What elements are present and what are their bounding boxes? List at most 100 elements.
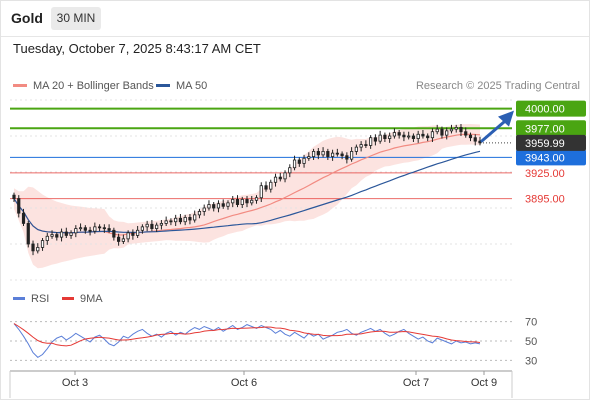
last-price-badge	[516, 134, 586, 151]
candle	[416, 130, 420, 143]
candle-body-down	[335, 152, 339, 155]
candle-body-down	[459, 127, 463, 133]
candle-body-up	[283, 172, 287, 180]
candle	[407, 131, 411, 140]
candle	[278, 172, 282, 182]
chart-header: Gold 30 MIN	[0, 0, 590, 37]
candle-body-down	[426, 135, 430, 139]
candle	[36, 243, 40, 254]
candle-body-up	[59, 231, 64, 238]
candle-body-up	[369, 137, 373, 146]
candle-body-up	[454, 127, 458, 130]
level-label-3943-00: 3943.00	[525, 152, 565, 164]
candle-body-down	[235, 199, 240, 205]
candle	[17, 195, 21, 218]
candle-body-up	[321, 151, 325, 156]
candle	[69, 230, 73, 239]
x-axis-tick-label: Oct 6	[231, 377, 257, 389]
candle	[235, 195, 240, 208]
candle-body-up	[354, 146, 358, 152]
x-axis-tick-label: Oct 3	[62, 377, 88, 389]
legend-item-rsi: RSI	[13, 293, 49, 305]
candle	[440, 126, 444, 139]
rsi-tick-label: 70	[525, 317, 537, 329]
ma50-line	[13, 150, 481, 234]
candle	[169, 218, 173, 226]
candle	[340, 151, 344, 160]
candle-body-down	[245, 199, 249, 204]
candle	[307, 152, 311, 161]
candle-body-up	[259, 185, 263, 199]
candle	[55, 232, 59, 241]
candle	[426, 133, 430, 142]
candle-body-up	[445, 130, 449, 136]
projection-arrow-shaft	[480, 117, 510, 143]
candle	[155, 222, 159, 232]
legend-item-9ma: 9MA	[62, 293, 103, 305]
candle	[74, 225, 78, 238]
candle-body-up	[207, 204, 211, 209]
candle-body-up	[254, 197, 259, 201]
candle	[150, 220, 154, 232]
candle-body-up	[93, 226, 97, 232]
candle-body-up	[392, 132, 397, 137]
candle	[188, 214, 192, 225]
credit-text: Research © 2025 Trading Central	[415, 80, 580, 92]
candle	[136, 226, 140, 238]
candle	[112, 227, 116, 241]
legend-label-ma50: MA 50	[176, 80, 208, 92]
candle-body-down	[411, 135, 416, 139]
candle	[445, 127, 449, 140]
legend-swatch-9ma	[62, 296, 74, 300]
candle-body-up	[359, 144, 363, 148]
candle	[216, 200, 221, 213]
candle-body-down	[102, 227, 106, 230]
candle	[359, 141, 363, 152]
candle-body-down	[297, 159, 301, 164]
timeframe-tab[interactable]: 30 MIN	[51, 7, 101, 30]
candle	[40, 238, 45, 251]
candle	[378, 130, 382, 144]
x-axis-tick-label: Oct 9	[471, 377, 497, 389]
candle-body-down	[112, 229, 116, 238]
candle-body-up	[307, 156, 311, 159]
candle	[273, 173, 278, 187]
candle	[383, 132, 387, 142]
candle	[97, 224, 102, 232]
candle	[345, 152, 349, 164]
candle	[12, 192, 16, 202]
level-badge-4000-00	[516, 100, 586, 117]
candle-body-down	[316, 151, 320, 156]
candle	[473, 134, 477, 146]
candle-body-up	[174, 217, 178, 223]
candle-body-up	[121, 238, 125, 242]
candle	[283, 170, 287, 183]
candle-body-down	[188, 217, 192, 221]
candle	[102, 224, 106, 233]
candle	[26, 220, 30, 248]
legend-swatch-ma50	[156, 83, 170, 87]
symbol-title: Gold	[11, 10, 43, 26]
projection-arrow-head	[498, 110, 514, 127]
candle-body-down	[345, 155, 349, 160]
candle-body-down	[212, 204, 216, 209]
candle-body-up	[378, 134, 382, 142]
candle-body-up	[193, 214, 197, 221]
candle	[78, 223, 83, 232]
candle	[297, 157, 301, 167]
candle	[449, 124, 454, 134]
candle	[264, 181, 268, 192]
candle-body-down	[131, 232, 135, 236]
legend-swatch-rsi	[13, 296, 25, 300]
candle-body-up	[202, 207, 206, 212]
candle	[226, 200, 230, 210]
timestamp: Tuesday, October 7, 2025 8:43:17 AM CET	[13, 41, 261, 56]
candle-body-up	[164, 220, 168, 224]
candle	[121, 234, 125, 244]
candle-body-up	[311, 151, 316, 157]
candle	[392, 128, 397, 139]
candle-body-down	[26, 223, 30, 245]
candle	[354, 144, 358, 155]
candle-body-up	[183, 217, 187, 223]
